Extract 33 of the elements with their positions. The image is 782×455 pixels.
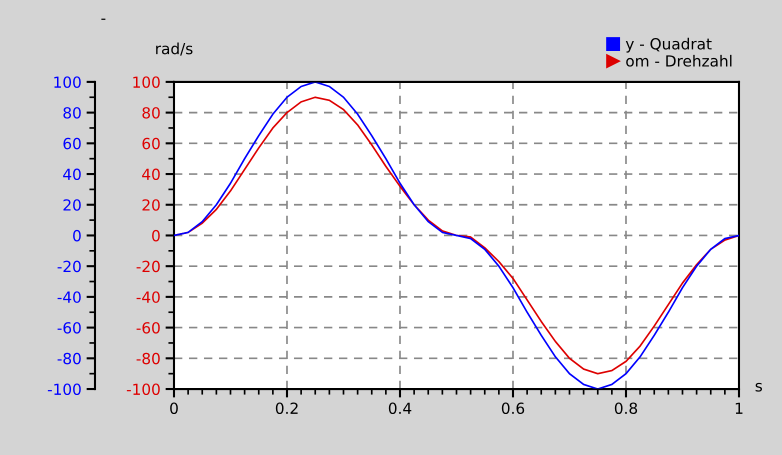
y2-tick-label: 100 (54, 76, 81, 88)
x-tick-label: 0.4 (388, 402, 412, 414)
y-tick-label: -40 (136, 291, 160, 303)
y-tick-label: 20 (142, 199, 160, 211)
y-tick-label: -60 (136, 322, 160, 334)
y2-tick-label: -60 (58, 322, 81, 334)
y-tick-label: 100 (133, 76, 160, 88)
y2-tick-label: 40 (63, 168, 81, 180)
y-tick-label: 40 (142, 168, 160, 180)
y2-tick-label: 60 (63, 138, 81, 150)
legend-label: y - Quadrat (626, 38, 712, 53)
y-tick-label: -20 (136, 260, 160, 272)
y-tick-label: 60 (142, 138, 160, 150)
y-tick-label: 80 (142, 107, 160, 119)
y2-tick-label: -100 (48, 383, 81, 396)
y-tick-label: -80 (136, 352, 160, 364)
y-tick-label: 0 (152, 230, 160, 242)
y2-axis-title: - (101, 18, 106, 20)
y-tick-label: -100 (126, 383, 160, 396)
x-tick-label: 0.8 (614, 402, 638, 414)
x-tick-label: 0 (170, 402, 178, 414)
y-axis-title: rad/s (156, 42, 192, 56)
y2-tick-label: -80 (58, 352, 81, 364)
x-tick-label: 0.2 (276, 402, 298, 414)
y2-tick-label: 0 (73, 230, 81, 242)
x-tick-label: 0.6 (502, 402, 524, 414)
legend-label: om - Drehzahl (626, 54, 732, 67)
y2-tick-label: 80 (63, 107, 81, 119)
x-tick-label: 1 (736, 402, 742, 414)
y2-tick-label: -20 (58, 260, 81, 272)
y2-tick-label: -40 (58, 291, 81, 303)
y2-tick-label: 20 (63, 199, 81, 211)
x-axis-title: s (756, 382, 762, 392)
